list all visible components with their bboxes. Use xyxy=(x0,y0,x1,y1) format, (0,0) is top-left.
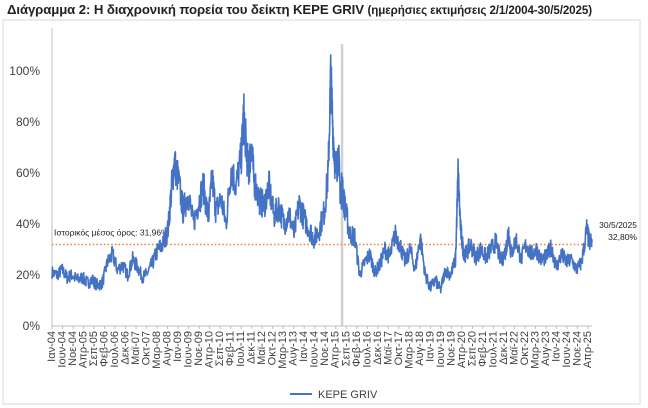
x-tick-label: Νοε-04 xyxy=(67,331,79,366)
y-tick-label: 0% xyxy=(23,319,41,333)
x-tick-label: Οκτ-17 xyxy=(393,331,405,365)
reference-line-label: Ιστορικός μέσος όρος: 31,96% xyxy=(54,228,169,238)
x-tick-label: Ιουν-19 xyxy=(435,331,447,368)
legend-label-kepe-griv: KEPE GRIV xyxy=(318,389,378,401)
x-tick-label: Αυγ-13 xyxy=(288,331,300,366)
x-tick-label: Μαϊ-07 xyxy=(130,331,142,365)
y-axis: 0% 20% 40% 60% 80% 100% xyxy=(9,28,53,333)
x-tick-label: Απρ-05 xyxy=(78,331,90,368)
y-tick-label: 60% xyxy=(16,166,40,180)
x-tick-label: Ιουν-09 xyxy=(183,331,195,368)
x-tick-label: Σεπ-20 xyxy=(466,331,478,366)
x-tick-label: Ιουλ-06 xyxy=(109,331,121,368)
x-tick-label: Ιουλ-11 xyxy=(235,331,247,367)
x-tick-label: Μαρ-08 xyxy=(151,331,163,369)
x-tick-label: Μαρ-13 xyxy=(277,331,289,369)
x-tick-label: Νοε-14 xyxy=(319,331,331,366)
x-tick-label: Αυγ-18 xyxy=(414,331,426,366)
x-tick-label: Μαϊ-17 xyxy=(382,331,394,365)
x-tick-label: Αυγ-23 xyxy=(540,331,552,366)
x-tick-label: Φεβ-11 xyxy=(225,331,237,366)
x-tick-label: Ιαν-09 xyxy=(172,331,184,362)
x-tick-label: Νοε-09 xyxy=(193,331,205,366)
y-tick-label: 100% xyxy=(9,64,40,78)
annotation-end-value: 32,80% xyxy=(608,232,637,242)
annotation-end-date: 30/5/2025 xyxy=(599,220,637,230)
x-tick-label: Σεπ-15 xyxy=(340,331,352,366)
x-tick-label: Μαϊ-12 xyxy=(256,331,268,365)
x-tick-label: Απρ-15 xyxy=(330,331,342,368)
x-tick-label: Ιαν-19 xyxy=(424,331,436,362)
x-tick-label: Ιουν-24 xyxy=(561,331,573,368)
y-tick-label: 20% xyxy=(16,268,40,282)
y-tick-label: 80% xyxy=(16,115,40,129)
x-tick-label: Σεπ-05 xyxy=(88,331,100,366)
x-tick-label: Νοε-19 xyxy=(445,331,457,366)
x-tick-label: Ιαν-14 xyxy=(298,331,310,362)
x-tick-label: Φεβ-16 xyxy=(351,331,363,367)
x-tick-label: Σεπ-10 xyxy=(214,331,226,366)
x-tick-label: Ιουν-14 xyxy=(309,331,321,368)
series-line-kepe-griv xyxy=(51,54,593,294)
chart-title-subtitle: (ημερήσιες εκτιμήσεις 2/1/2004-30/5/2025… xyxy=(367,4,593,17)
x-tick-label: Δεκ-21 xyxy=(498,331,510,365)
x-tick-label: Μαρ-23 xyxy=(529,331,541,369)
x-tick-label: Απρ-10 xyxy=(204,331,216,368)
x-tick-label: Δεκ-06 xyxy=(120,331,132,365)
x-tick-label: Φεβ-21 xyxy=(477,331,489,367)
plot-area: Ιστορικός μέσος όρος: 31,96% 30/5/2025 32,… xyxy=(51,44,637,326)
x-axis: Ιαν-04Ιουν-04Νοε-04Απρ-05Σεπ-05Φεβ-06Ιου… xyxy=(46,325,594,369)
x-tick-label: Μαρ-18 xyxy=(403,331,415,369)
x-tick-label: Φεβ-06 xyxy=(99,331,111,367)
x-tick-label: Αυγ-08 xyxy=(162,331,174,366)
chart-title-main: Διάγραμμα 2: Η διαχρονική πορεία του δεί… xyxy=(7,2,364,17)
chart-title: Διάγραμμα 2: Η διαχρονική πορεία του δεί… xyxy=(7,2,592,17)
y-tick-label: 40% xyxy=(16,217,40,231)
x-tick-label: Ιουν-04 xyxy=(57,331,69,368)
x-tick-label: Ιαν-04 xyxy=(46,331,58,362)
x-tick-label: Νοε-24 xyxy=(571,331,583,366)
x-tick-label: Δεκ-16 xyxy=(372,331,384,365)
legend: KEPE GRIV xyxy=(290,389,378,401)
x-tick-label: Μαϊ-22 xyxy=(508,331,520,365)
x-tick-label: Ιαν-24 xyxy=(550,331,562,362)
x-tick-label: Δεκ-11 xyxy=(246,331,258,364)
x-tick-label: Ιουλ-21 xyxy=(487,331,499,368)
x-tick-label: Ιουλ-16 xyxy=(361,331,373,368)
x-tick-label: Απρ-25 xyxy=(582,331,594,368)
x-tick-label: Απρ-20 xyxy=(456,331,468,368)
x-tick-label: Οκτ-07 xyxy=(141,331,153,365)
x-tick-label: Οκτ-12 xyxy=(267,331,279,365)
x-tick-label: Οκτ-22 xyxy=(519,331,531,365)
